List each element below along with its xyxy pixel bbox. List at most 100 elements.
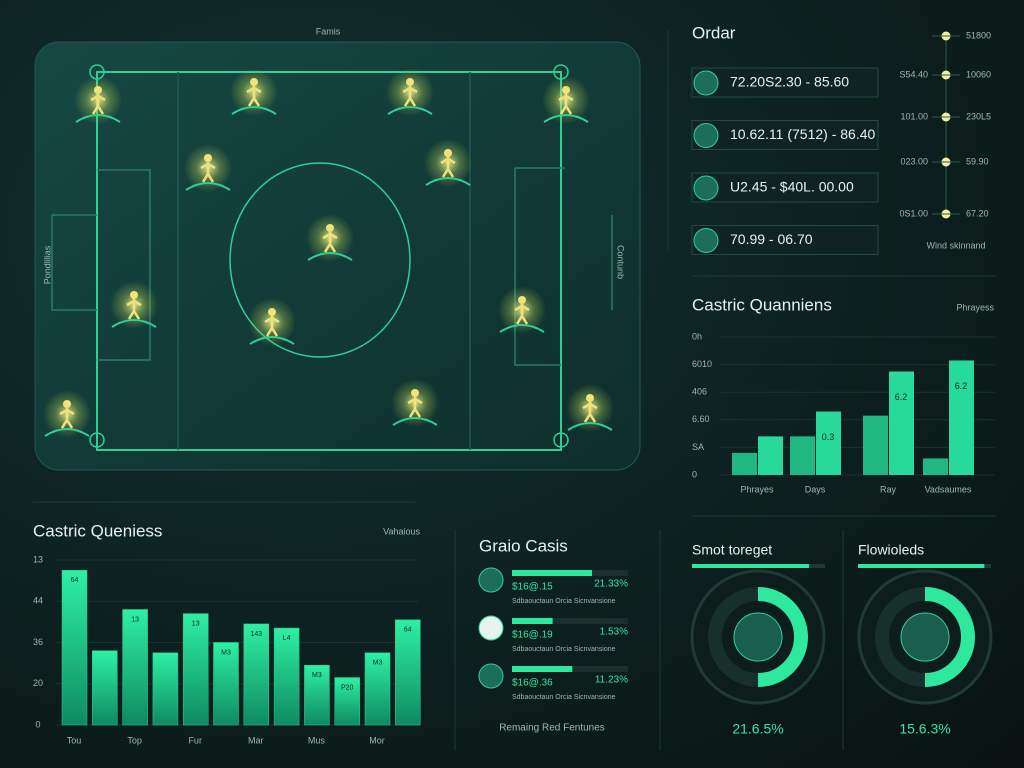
bar (863, 415, 888, 475)
bottom-chart: 13 44 36 20 0 64 Tou 13 Top 13 Fur M3 143 Mar L4 M3 Mus P… (33, 554, 421, 745)
progress-track (512, 618, 628, 624)
x-label: Phrayes (740, 484, 774, 494)
chart-legend: Phrayess (956, 302, 994, 312)
player-base (307, 252, 353, 261)
player (566, 384, 614, 432)
order-row (691, 120, 879, 150)
bar (732, 452, 757, 475)
chart-title: Castric Quanniens (692, 295, 832, 314)
player-base (185, 182, 231, 191)
player-body (322, 232, 338, 253)
x-label: Mar (248, 735, 264, 745)
player (306, 214, 354, 262)
bar (152, 652, 179, 726)
gauge-arc (924, 587, 975, 687)
bar (334, 677, 360, 726)
gauge-value: 15.6.3% (899, 721, 950, 737)
bar (395, 619, 421, 726)
grain-list: $16@.15 21.33% Sdbaouctaun Orcia Sicnvansi… (478, 567, 628, 701)
bar-tag: 13 (192, 620, 200, 627)
grain-pct: 1.53% (600, 627, 628, 638)
timeline-label: 59.90 (966, 156, 989, 166)
player-body (402, 86, 418, 107)
x-label: Fur (188, 735, 202, 745)
pitch-title: Famis (316, 26, 341, 36)
player-body (264, 316, 280, 337)
bar (182, 613, 209, 726)
order-text: U2.45 - $40L. 00.00 (730, 179, 854, 195)
timeline-label: 230L5 (966, 111, 991, 121)
bar-tag: 64 (404, 627, 412, 634)
timeline-label: 51800 (966, 30, 991, 40)
axis-label: 0 (692, 469, 697, 479)
pitch-lines (51, 71, 613, 451)
player (248, 298, 296, 346)
player-head (130, 291, 138, 299)
grain-amount: $16@.15 (512, 582, 553, 593)
player-head (326, 224, 334, 232)
gauge-value: 21.6.5% (732, 721, 783, 737)
gauge-arc (757, 587, 808, 687)
gauge-title: Flowioleds (858, 542, 924, 558)
timeline-label: 101.00 (900, 111, 928, 121)
x-label: Vadsaumes (925, 484, 972, 494)
player-base (44, 428, 90, 437)
axis-label: 44 (33, 596, 43, 606)
order-icon (693, 70, 719, 96)
bar-tag: 64 (71, 577, 79, 584)
player (391, 379, 439, 427)
player-base (567, 422, 613, 431)
grain-title: Graio Casis (479, 536, 568, 555)
player (43, 390, 91, 438)
timeline-label: S54.40 (899, 69, 928, 79)
bar-tag: 13 (131, 616, 139, 623)
player-body (59, 408, 75, 429)
axis-label: 0h (692, 331, 702, 341)
timeline-footer: Wind skinnand (926, 240, 985, 250)
axis-label: 13 (33, 554, 43, 564)
progress-bar (512, 570, 593, 576)
order-text: 70.99 - 06.70 (730, 231, 813, 247)
pitch-side-label: Pondlilias (42, 245, 52, 284)
bar (122, 609, 148, 726)
player-head (204, 154, 212, 162)
bar (61, 570, 88, 726)
bar (889, 371, 914, 475)
player-head (63, 400, 71, 408)
player-base (543, 114, 589, 123)
progress-bar (512, 666, 573, 672)
axis-label: 6010 (692, 359, 712, 369)
gauge-title: Smot toreget (692, 542, 772, 558)
bar-tag: 6.2 (955, 381, 968, 391)
grain-footer: Remaing Red Fentunes (499, 723, 605, 734)
x-label: Top (127, 735, 142, 745)
grain-icon (478, 567, 504, 593)
player-body (90, 94, 106, 115)
bar (213, 642, 239, 726)
bar (758, 436, 783, 475)
player (542, 76, 590, 124)
gauge-core (733, 612, 783, 662)
timeline: 51800 10060 S54.40 230L5 101.00 59.90 023.00 67… (899, 30, 991, 219)
x-label: Ray (880, 484, 897, 494)
x-label: Mus (308, 735, 326, 745)
order-text: 72.20S2.30 - 85.60 (730, 74, 849, 90)
bar (273, 627, 300, 726)
player-head (94, 86, 102, 94)
gauge-bar (858, 564, 985, 568)
bar (304, 664, 330, 726)
order-row (691, 67, 879, 98)
player-base (387, 106, 433, 115)
player (424, 139, 472, 187)
player (230, 68, 278, 116)
player-body (246, 86, 262, 107)
order-icon (693, 175, 719, 201)
player-base (231, 106, 277, 115)
player-body (440, 157, 456, 178)
grain-amount: $16@.19 (512, 630, 553, 641)
axis-label: 6.60 (692, 414, 710, 424)
timeline-label: 023.00 (900, 156, 928, 166)
bar-tag: 143 (250, 631, 262, 638)
player-head (444, 149, 452, 157)
axis-label: 36 (33, 637, 43, 647)
